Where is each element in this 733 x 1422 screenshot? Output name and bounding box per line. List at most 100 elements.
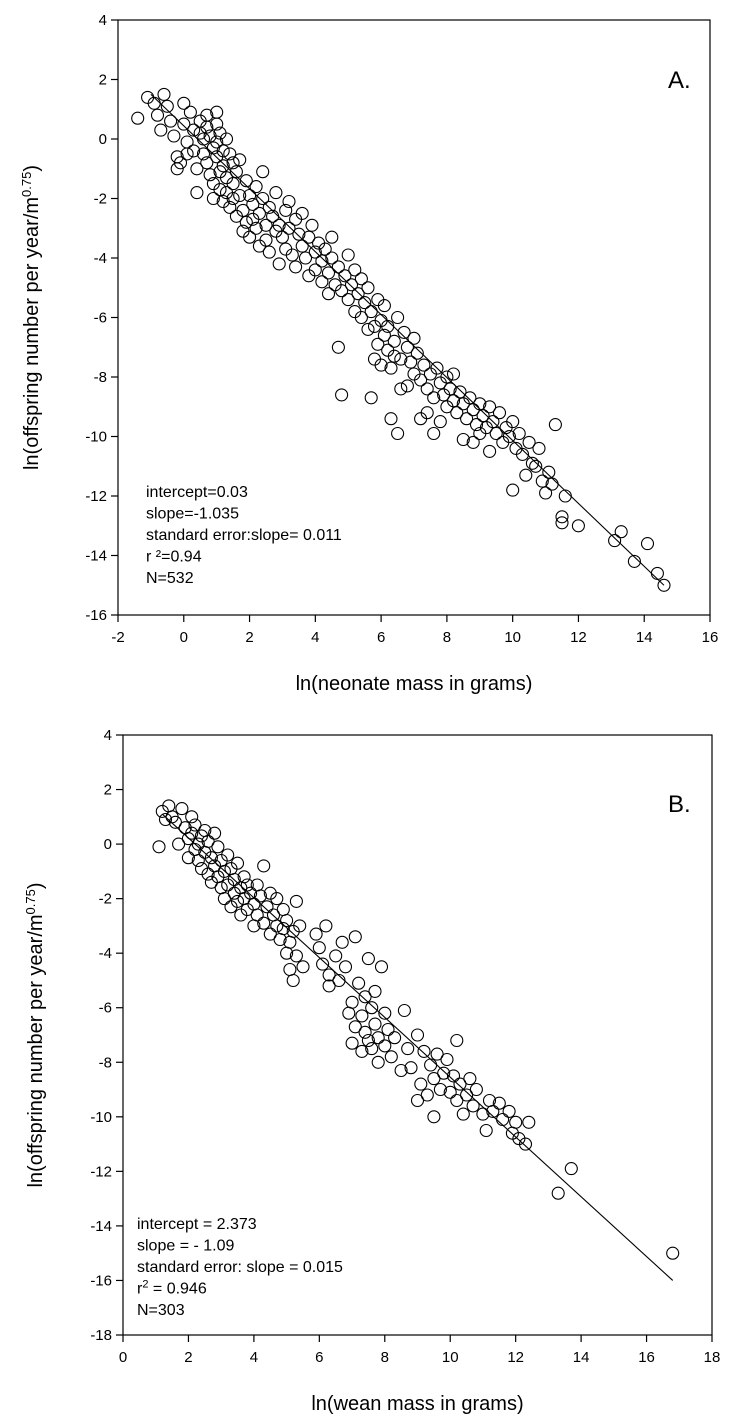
panel-a-data-point-120 [364,391,378,405]
panel-b-ticks: 0 2 4 6 8 10 12 14 16 18 -18 -16 -14 -12 -10 -8 -6 -4 -2 0 2… [90,727,720,1366]
panel-a-data-point-125 [371,337,385,351]
panel-a-data-point-209 [657,578,671,592]
panel-a-data-point-181 [492,406,507,420]
panel-a-data-point-86 [292,227,306,241]
panel-a-x-tick-label: 12 [570,629,587,646]
panel-a-data-point-0 [131,111,145,125]
panel-b-data-point-103 [378,1006,392,1020]
panel-b-plot-frame [122,734,713,1336]
panel-a-y-tick-label: 2 [99,72,107,89]
panel-a-data-point-136 [391,310,405,325]
panel-a-data-point-142 [400,379,414,393]
panel-b-data-point-97 [365,1042,379,1056]
panel-b-data-point-59 [270,919,284,933]
panel-a-data-point-205 [614,525,628,539]
panel-b-data-point-133 [469,1082,483,1097]
panel-a-data-point-157 [433,415,447,429]
panel-b-data-point-135 [479,1123,493,1138]
panel-a-data-point-194 [532,441,546,455]
panel-a-data-point-15 [180,147,194,161]
panel-a-data-point-4 [154,123,168,137]
panel-b-data-point-79 [322,968,336,982]
panel-b-y-axis-title: ln(offspring number per year/m0.75) [23,882,48,1187]
panel-a-data-point-107 [335,388,349,402]
panel-a-data-point-10 [173,156,188,170]
panel-b-data-point-137 [486,1104,500,1118]
panel-b-data-point-148 [666,1246,680,1260]
panel-a-data-point-40 [216,144,230,158]
panel-a-data-point-72 [262,245,276,259]
panel-a-data-point-132 [384,361,398,375]
panel-b-data-point-10 [181,851,195,865]
panel-a-data-point-199 [548,418,562,432]
panel-b-data-point-116 [420,1088,434,1102]
panel-b-data-point-53 [257,916,271,930]
panel-a-data-point-18 [187,144,201,158]
panel-b-data-point-5 [168,815,182,829]
panel-a-x-tick-label: 16 [702,629,719,646]
panel-a-data-point-32 [206,191,220,206]
panel-b-x-tick-label: 10 [442,1349,459,1366]
panel-a-data-point-134 [387,334,401,348]
panel-b-y-tick-label: -8 [99,1054,112,1071]
panel-a-data-point-200 [555,510,569,524]
panel-a-data-point-26 [200,120,214,134]
panel-b-data-point-102 [374,960,389,974]
panel-a-data-point-140 [397,325,411,339]
panel-b-y-axis-title-close: ) [25,882,47,889]
panel-b-data-point-88 [348,930,362,944]
panel-a-y-axis-title-main: ln(offspring number per year/m [21,197,43,470]
panel-b-data-point-124 [443,1085,457,1099]
panel-b-data-point-125 [446,1069,461,1083]
panel-a-data-point-164 [450,406,464,420]
panel-a-data-point-92 [305,218,319,232]
panel-a-data-point-178 [483,444,497,458]
panel-a-data-point-135 [387,349,401,363]
panel-a-data-point-144 [407,331,421,345]
panel-a-data-point-116 [354,310,368,325]
panel-b-data-point-46 [240,902,254,917]
panel-a-data-point-8 [167,129,181,143]
panel-b-data-point-80 [329,949,343,963]
panel-a-data-point-82 [282,221,296,235]
panel-b-y-tick-label: -14 [90,1218,112,1235]
panel-a-data-point-133 [384,412,398,426]
panel-b-data-point-106 [384,1050,398,1064]
panel-b-data-point-33 [221,848,235,862]
panel-b-data-point-115 [417,1044,431,1058]
panel-b-data-point-145 [522,1115,536,1129]
panel-a-data-point-35 [210,135,224,149]
panel-b-data-point-23 [204,851,218,865]
panel-b-data-point-134 [476,1107,490,1121]
panel-a-data-point-153 [427,426,441,441]
panel-b-data-point-39 [230,894,245,908]
panel-a-data-point-196 [539,486,553,500]
panel-a-data-point-162 [446,394,461,408]
panel-a-data-point-68 [256,191,270,206]
panel-b-y-tick-label: 0 [104,836,112,853]
panel-a-data-point-79 [279,203,293,217]
panel-a-data-point-192 [525,456,539,470]
panel-a-stat-n: N=532 [146,570,194,587]
panel-b-data-point-132 [466,1099,480,1113]
panel-b-y-tick-label: -12 [90,1163,112,1180]
panel-a-data-point-41 [216,159,230,173]
panel-b-data-point-78 [322,979,336,993]
panel-a-data-point-172 [469,418,484,432]
panel-b-data-point-74 [309,927,323,941]
panel-b-data-point-38 [227,872,241,887]
panel-b-data-point-86 [345,1036,359,1050]
panel-b-data-point-130 [460,1088,474,1102]
panel-b-data-point-138 [492,1096,506,1110]
panel-a-data-point-168 [460,412,474,426]
panel-a-data-point-201 [555,516,569,530]
panel-a-x-tick-label: 0 [180,629,188,646]
panel-b-data-point-63 [276,922,290,936]
panel-b-data-point-121 [433,1082,447,1097]
panel-a-y-tick-label: -8 [94,369,107,386]
panel-a-data-point-16 [183,105,197,119]
panel-a-data-point-179 [486,415,500,429]
panel-a-data-point-76 [272,218,286,232]
panel-a-data-point-99 [321,266,336,280]
